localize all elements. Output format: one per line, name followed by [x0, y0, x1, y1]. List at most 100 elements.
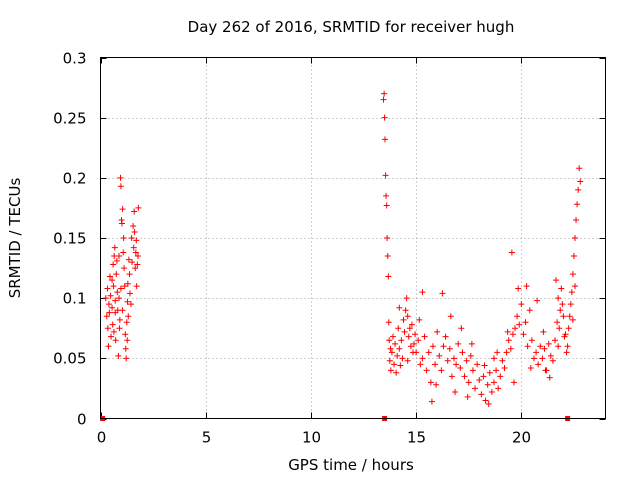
- data-point: [575, 186, 582, 193]
- data-point: [547, 352, 554, 359]
- data-point: [457, 364, 464, 371]
- data-point: [125, 313, 132, 320]
- data-point: [407, 343, 414, 350]
- data-point: [567, 301, 574, 308]
- data-point: [105, 301, 112, 308]
- data-point: [436, 352, 443, 359]
- data-point: [490, 379, 497, 386]
- data-point: [404, 313, 411, 320]
- data-point: [523, 283, 530, 290]
- data-point: [461, 373, 468, 380]
- data-point: [380, 96, 387, 103]
- data-point: [520, 331, 527, 338]
- data-point: [570, 253, 577, 260]
- data-point: [124, 298, 131, 305]
- data-point: [427, 379, 434, 386]
- data-point: [412, 331, 419, 338]
- data-point: [120, 235, 127, 241]
- data-point: [562, 331, 569, 338]
- data-point: [122, 331, 129, 338]
- data-point: [121, 283, 128, 290]
- data-point: [123, 319, 130, 326]
- data-point: [564, 343, 571, 350]
- data-point: [557, 307, 564, 314]
- data-point: [574, 201, 581, 208]
- data-point: [389, 333, 396, 340]
- data-point: [539, 355, 546, 362]
- data-point: [110, 283, 117, 290]
- data-point: [545, 340, 552, 347]
- data-point: [455, 340, 462, 347]
- data-point: [452, 389, 459, 396]
- data-point: [516, 321, 523, 328]
- data-point: [112, 297, 119, 304]
- data-point: [112, 337, 119, 344]
- data-point: [109, 321, 116, 328]
- data-point: [493, 367, 500, 374]
- data-point: [400, 316, 407, 323]
- data-point: [440, 343, 447, 350]
- data-point: [381, 136, 388, 143]
- data-point: [555, 343, 562, 350]
- data-point: [432, 361, 439, 368]
- data-points: [100, 90, 584, 421]
- data-point: [117, 183, 124, 190]
- data-point: [383, 192, 390, 199]
- data-point: [384, 253, 391, 260]
- data-point: [484, 381, 491, 388]
- data-point: [399, 355, 406, 362]
- data-point: [121, 265, 128, 272]
- data-point: [490, 355, 497, 362]
- data-point: [565, 325, 572, 332]
- y-axis-label: SRMTID / TECUs: [6, 178, 24, 299]
- grid: [100, 57, 606, 419]
- data-point: [444, 357, 451, 364]
- data-point: [134, 261, 141, 268]
- data-point: [518, 301, 525, 308]
- data-point: [107, 292, 114, 299]
- data-point: [495, 385, 502, 392]
- data-point: [391, 361, 398, 368]
- data-point: [571, 283, 578, 290]
- data-point: [406, 325, 413, 332]
- data-point: [128, 235, 135, 241]
- data-point: [509, 331, 516, 338]
- data-point: [552, 337, 558, 344]
- data-point: [103, 313, 110, 320]
- data-point: [478, 391, 485, 398]
- data-point: [133, 283, 140, 290]
- data-point: [453, 361, 460, 368]
- data-point: [439, 290, 446, 297]
- data-point: [381, 90, 388, 97]
- data-point: [124, 280, 131, 287]
- data-point: [508, 249, 515, 256]
- data-point: [118, 220, 125, 227]
- data-point: [421, 333, 428, 340]
- x-tick-label: 20: [512, 429, 531, 447]
- data-point: [111, 244, 118, 251]
- data-point: [438, 367, 445, 374]
- data-point: [385, 273, 392, 280]
- data-point: [102, 295, 109, 302]
- data-point: [499, 357, 506, 364]
- data-point: [527, 364, 534, 371]
- data-point: [576, 165, 583, 172]
- data-point: [553, 277, 560, 284]
- data-point: [448, 373, 455, 380]
- data-point: [423, 367, 430, 374]
- data-point: [115, 352, 122, 359]
- data-point: [130, 222, 137, 229]
- data-point: [114, 289, 121, 296]
- data-point: [117, 174, 124, 181]
- data-point: [530, 355, 537, 362]
- data-point: [132, 265, 139, 272]
- data-point: [472, 385, 479, 392]
- data-point: [560, 313, 567, 320]
- data-point: [398, 337, 405, 344]
- data-point: [105, 343, 112, 350]
- data-point: [109, 277, 116, 284]
- data-point: [124, 337, 131, 344]
- data-point: [123, 355, 130, 362]
